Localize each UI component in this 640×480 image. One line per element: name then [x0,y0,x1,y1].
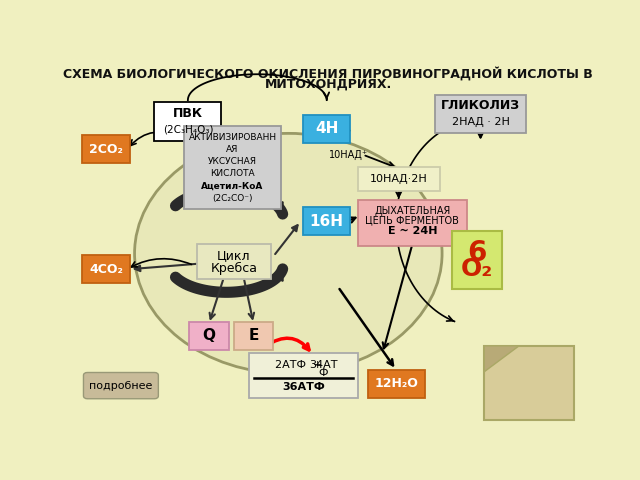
Text: МИТОХОНДРИЯХ.: МИТОХОНДРИЯХ. [264,78,392,91]
Text: О₂: О₂ [461,257,493,281]
FancyBboxPatch shape [435,95,526,133]
Text: 12Н₂О: 12Н₂О [374,377,418,390]
Text: 34АТ: 34АТ [308,360,337,370]
FancyBboxPatch shape [189,322,229,349]
FancyBboxPatch shape [184,126,281,209]
Text: 36АТФ: 36АТФ [282,382,324,392]
Polygon shape [484,346,519,372]
Text: СХЕМА БИОЛОГИЧЕСКОГО ОКИСЛЕНИЯ ПИРОВИНОГРАДНОЙ КИСЛОТЫ В: СХЕМА БИОЛОГИЧЕСКОГО ОКИСЛЕНИЯ ПИРОВИНОГ… [63,67,593,81]
Text: АЯ: АЯ [227,145,239,154]
FancyBboxPatch shape [452,231,502,288]
FancyBboxPatch shape [154,102,221,141]
Text: Q: Q [202,328,216,343]
Text: 6: 6 [467,239,486,266]
Text: Кребса: Кребса [211,262,257,275]
Text: Е: Е [248,328,259,343]
FancyBboxPatch shape [196,244,271,279]
Text: 4СО₂: 4СО₂ [89,263,123,276]
FancyBboxPatch shape [83,135,129,163]
Text: Ф: Ф [318,368,328,378]
Text: ЦЕПЬ ФЕРМЕНТОВ: ЦЕПЬ ФЕРМЕНТОВ [365,215,460,225]
FancyBboxPatch shape [367,370,425,397]
Text: ДЫХАТЕЛЬНАЯ: ДЫХАТЕЛЬНАЯ [374,206,451,216]
Text: УКСУСНАЯ: УКСУСНАЯ [208,157,257,166]
Text: КИСЛОТА: КИСЛОТА [210,169,255,178]
Text: (2С₂СО⁻): (2С₂СО⁻) [212,193,253,203]
Text: 2НАД · 2Н: 2НАД · 2Н [452,117,509,127]
Text: Цикл: Цикл [217,249,250,262]
Text: ПВК: ПВК [173,107,203,120]
Text: (2С₃Н₄О₃): (2С₃Н₄О₃) [163,124,213,134]
Text: АКТИВИЗИРОВАНН: АКТИВИЗИРОВАНН [188,132,276,142]
FancyBboxPatch shape [358,200,467,246]
Text: 10НАД⁺: 10НАД⁺ [329,150,369,160]
Text: 10НАД·2Н: 10НАД·2Н [370,174,428,184]
FancyBboxPatch shape [83,255,129,283]
Text: подробнее: подробнее [89,381,152,391]
Text: ГЛИКОЛИЗ: ГЛИКОЛИЗ [441,99,520,112]
FancyBboxPatch shape [234,322,273,349]
Text: 4Н: 4Н [315,121,339,136]
FancyBboxPatch shape [358,167,440,191]
Polygon shape [484,346,573,420]
FancyBboxPatch shape [83,372,158,399]
Ellipse shape [134,133,442,373]
FancyBboxPatch shape [303,115,350,143]
Text: 2АТФ  +: 2АТФ + [275,360,322,370]
FancyBboxPatch shape [303,207,350,235]
Text: Ацетил-КоА: Ацетил-КоА [202,181,264,191]
Text: 2СО₂: 2СО₂ [89,143,123,156]
Text: 16Н: 16Н [310,214,344,228]
Text: Е ~ 24Н: Е ~ 24Н [388,226,437,236]
FancyBboxPatch shape [248,353,358,397]
